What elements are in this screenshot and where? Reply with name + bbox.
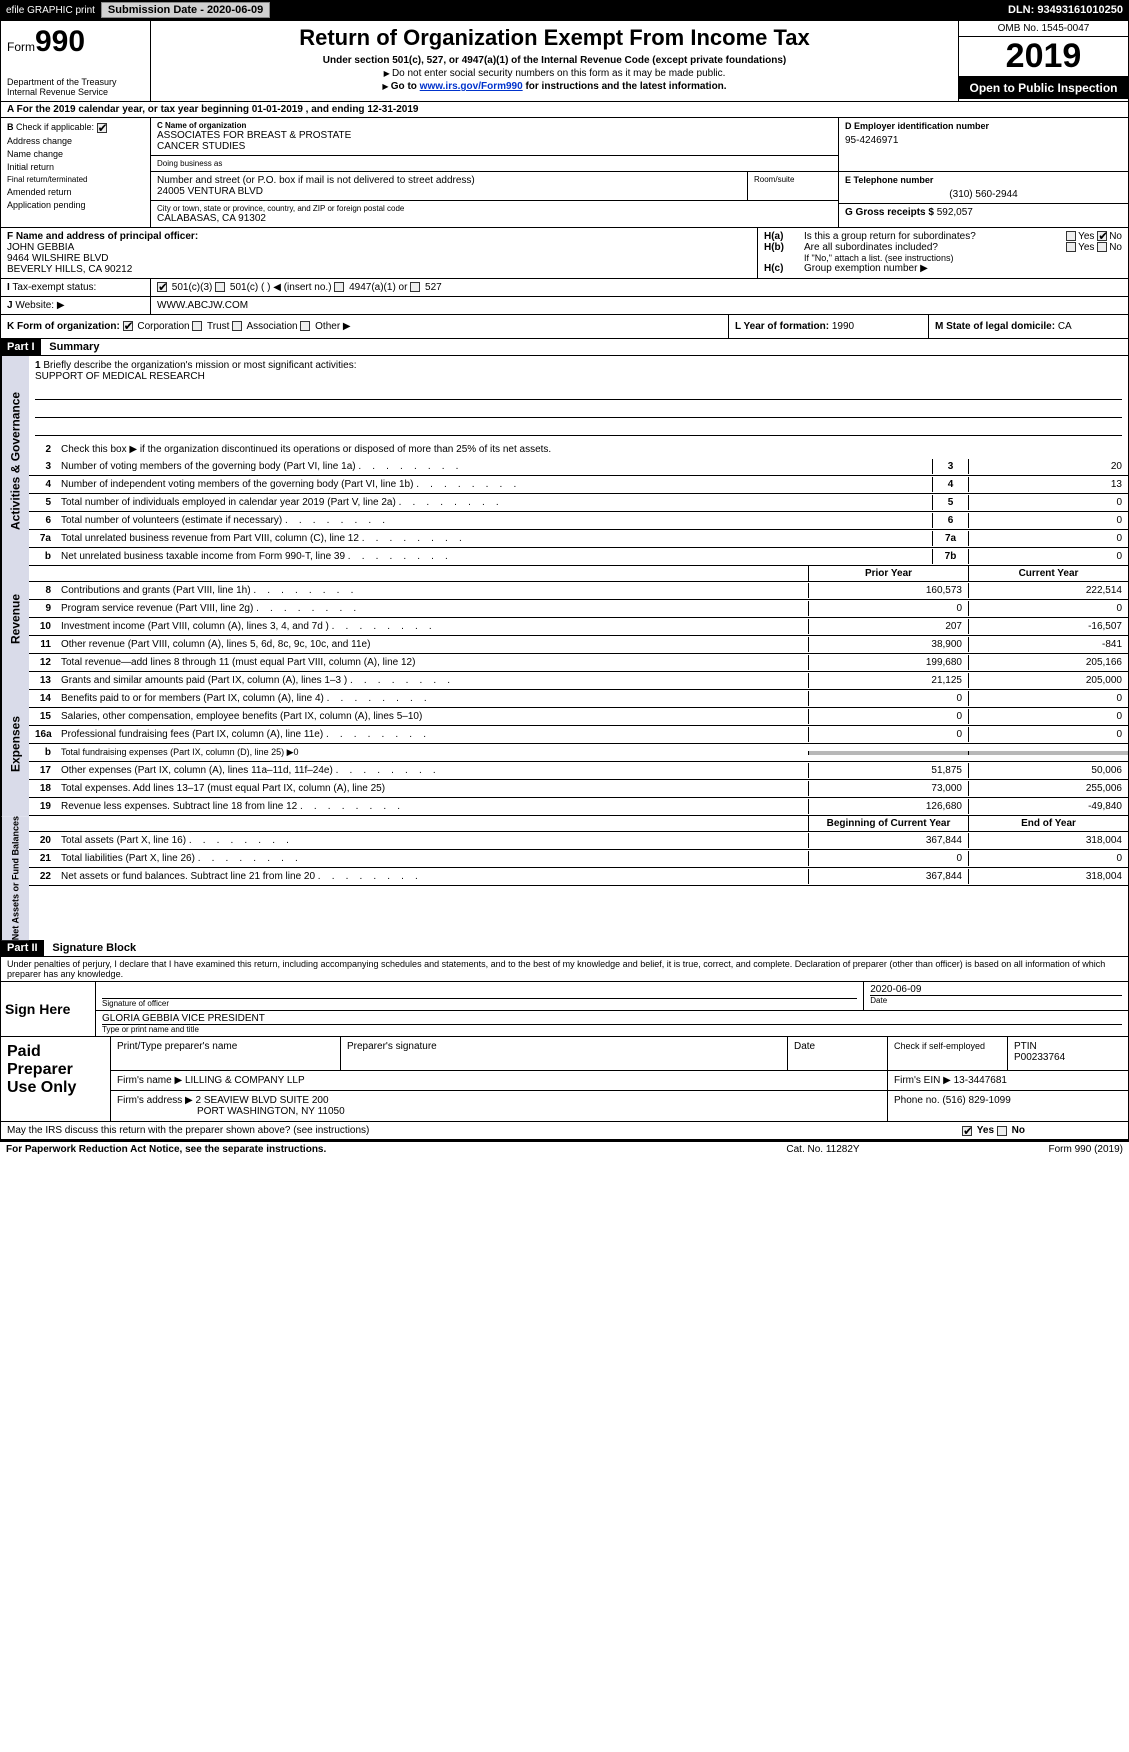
- foot-cat: Cat. No. 11282Y: [723, 1144, 923, 1155]
- section-fgh: F Name and address of principal officer:…: [1, 228, 1128, 279]
- subtitle-1: Under section 501(c), 527, or 4947(a)(1)…: [157, 55, 952, 66]
- header-center: Return of Organization Exempt From Incom…: [151, 21, 958, 101]
- gross-box: G Gross receipts $ 592,057: [839, 204, 1128, 221]
- chk-name-change: Name change: [7, 149, 144, 159]
- chk-amended: Amended return: [7, 187, 144, 197]
- open-public: Open to Public Inspection: [959, 77, 1128, 99]
- sig-name: GLORIA GEBBIA VICE PRESIDENTType or prin…: [96, 1011, 1128, 1036]
- officer-box: F Name and address of principal officer:…: [1, 228, 758, 278]
- hb-no[interactable]: [1097, 242, 1107, 252]
- omb-number: OMB No. 1545-0047: [959, 21, 1128, 37]
- chk-initial: Initial return: [7, 162, 144, 172]
- room-box: Room/suite: [748, 172, 838, 200]
- rev-tab: Revenue: [1, 566, 29, 672]
- chk-final: Final return/terminated: [7, 175, 144, 184]
- governance-section: Activities & Governance 1 Briefly descri…: [1, 356, 1128, 566]
- discuss-no[interactable]: [997, 1126, 1007, 1136]
- na-tab: Net Assets or Fund Balances: [1, 816, 29, 940]
- hb-yes[interactable]: [1066, 242, 1076, 252]
- h-box: H(a)Is this a group return for subordina…: [758, 228, 1128, 278]
- subtitle-2: Do not enter social security numbers on …: [157, 68, 952, 79]
- foot-left: For Paperwork Reduction Act Notice, see …: [6, 1144, 723, 1155]
- ein-box: D Employer identification number 95-4246…: [839, 118, 1128, 172]
- m-box: M State of legal domicile: CA: [928, 315, 1128, 338]
- l-box: L Year of formation: 1990: [728, 315, 928, 338]
- row-i: I Tax-exempt status: 501(c)(3) 501(c) ( …: [1, 279, 1128, 297]
- chk-address-change: Address change: [7, 136, 144, 146]
- section-bcd: B Check if applicable: Address change Na…: [1, 118, 1128, 228]
- form-header: Form990 Department of the TreasuryIntern…: [1, 21, 1128, 102]
- paid-preparer-block: Paid Preparer Use Only Print/Type prepar…: [1, 1037, 1128, 1122]
- chk-pending: Application pending: [7, 200, 144, 210]
- sign-here-label: Sign Here: [1, 982, 96, 1036]
- header-right: OMB No. 1545-0047 2019 Open to Public In…: [958, 21, 1128, 101]
- col-d: D Employer identification number 95-4246…: [838, 118, 1128, 227]
- paid-label: Paid Preparer Use Only: [1, 1037, 111, 1121]
- dba-box: Doing business as: [151, 156, 838, 172]
- foot-form: Form 990 (2019): [923, 1144, 1123, 1155]
- mission-block: 1 Briefly describe the organization's mi…: [29, 356, 1128, 440]
- expenses-section: Expenses 13Grants and similar amounts pa…: [1, 672, 1128, 816]
- k-box: K Form of organization: Corporation Trus…: [1, 315, 728, 338]
- col-c: C Name of organization ASSOCIATES FOR BR…: [151, 118, 838, 227]
- gov-tab: Activities & Governance: [1, 356, 29, 566]
- netassets-section: Net Assets or Fund Balances Beginning of…: [1, 816, 1128, 940]
- sig-officer: Signature of officer: [96, 982, 864, 1010]
- row-a: A For the 2019 calendar year, or tax yea…: [1, 102, 1128, 118]
- submission-date: Submission Date - 2020-06-09: [101, 2, 270, 18]
- irs-link[interactable]: www.irs.gov/Form990: [420, 81, 523, 92]
- form-title: Return of Organization Exempt From Incom…: [157, 25, 952, 51]
- part2-header: Part II Signature Block: [1, 940, 1128, 957]
- addr-row: Number and street (or P.O. box if mail i…: [151, 172, 838, 201]
- form-container: Form990 Department of the TreasuryIntern…: [0, 20, 1129, 1142]
- tax-year: 2019: [959, 37, 1128, 77]
- part1-header: Part I Summary: [1, 339, 1128, 356]
- efile-label: efile GRAPHIC print: [0, 3, 101, 18]
- exp-tab: Expenses: [1, 672, 29, 816]
- street-box: Number and street (or P.O. box if mail i…: [151, 172, 748, 200]
- subtitle-3: Go to www.irs.gov/Form990 for instructio…: [157, 81, 952, 92]
- ha-no[interactable]: [1097, 231, 1107, 241]
- org-name-box: C Name of organization ASSOCIATES FOR BR…: [151, 118, 838, 156]
- revenue-section: Revenue Prior YearCurrent Year 8Contribu…: [1, 566, 1128, 672]
- phone-box: E Telephone number (310) 560-2944: [839, 172, 1128, 204]
- top-bar: efile GRAPHIC print Submission Date - 20…: [0, 0, 1129, 20]
- city-box: City or town, state or province, country…: [151, 201, 838, 227]
- dept-label: Department of the TreasuryInternal Reven…: [7, 77, 144, 97]
- perjury-text: Under penalties of perjury, I declare th…: [1, 957, 1128, 982]
- sign-here-block: Sign Here Signature of officer 2020-06-0…: [1, 982, 1128, 1037]
- discuss-row: May the IRS discuss this return with the…: [1, 1122, 1128, 1141]
- row-klm: K Form of organization: Corporation Trus…: [1, 315, 1128, 339]
- col-b: B Check if applicable: Address change Na…: [1, 118, 151, 227]
- checkbox-applicable[interactable]: [97, 123, 107, 133]
- form-number: Form990: [7, 25, 144, 59]
- dln-label: DLN: 93493161010250: [1002, 2, 1129, 18]
- discuss-yes[interactable]: [962, 1126, 972, 1136]
- sig-date: 2020-06-09Date: [864, 982, 1128, 1010]
- header-left: Form990 Department of the TreasuryIntern…: [1, 21, 151, 101]
- row-j: J Website: ▶ WWW.ABCJW.COM: [1, 297, 1128, 315]
- page-footer: For Paperwork Reduction Act Notice, see …: [0, 1142, 1129, 1157]
- ha-yes[interactable]: [1066, 231, 1076, 241]
- 501c3-chk[interactable]: [157, 282, 167, 292]
